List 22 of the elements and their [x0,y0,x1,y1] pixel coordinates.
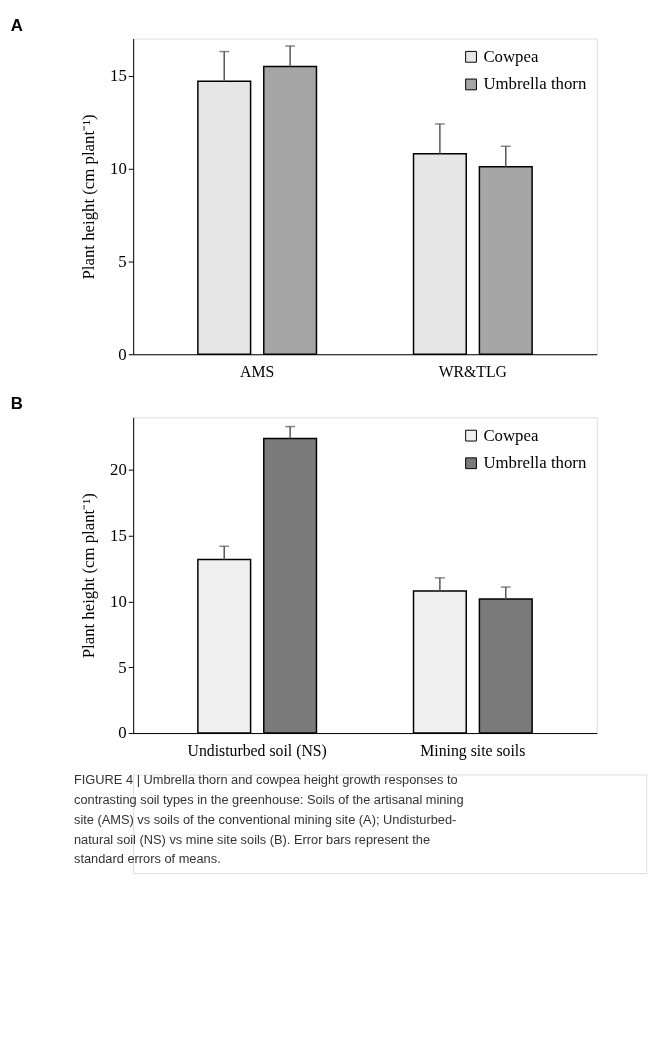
y-tick-label: 0 [118,344,127,364]
legend-label: Umbrella thorn [483,74,587,94]
x-tick-label: AMS [240,363,275,381]
y-tick-label: 5 [118,657,127,677]
y-tick-label: 15 [110,66,127,86]
y-tick-label: 5 [118,251,127,271]
x-tick-label: WR&TLG [438,363,507,381]
y-tick-label: 0 [118,723,127,743]
y-axis-title: Plant height (cm plant⁻¹) [79,493,99,659]
y-tick-label: 15 [110,526,127,546]
y-tick-label: 10 [110,591,127,611]
chart-title: A [10,15,23,35]
y-tick-label: 10 [110,158,127,178]
legend-label: Umbrella thorn [483,453,587,473]
caption: FIGURE 4 | Umbrella thorn and cowpea height growth responses to contrasting soil types in the greenhouse: Soils of the artisanal mining site (AMS) vs soils of the conventional mining site (A); Undisturbed-natural soil (NS) vs mine site soils (B). Error bars represent the standard errors of means. [73,772,464,867]
legend-label: Cowpea [483,425,539,445]
y-axis-title: Plant height (cm plant⁻¹) [79,114,99,280]
chart-title: B [10,394,23,414]
x-tick-label: Undisturbed soil (NS) [187,742,327,761]
x-tick-label: Mining site soils [420,742,526,761]
legend-label: Cowpea [483,46,539,66]
y-tick-label: 20 [110,460,127,480]
